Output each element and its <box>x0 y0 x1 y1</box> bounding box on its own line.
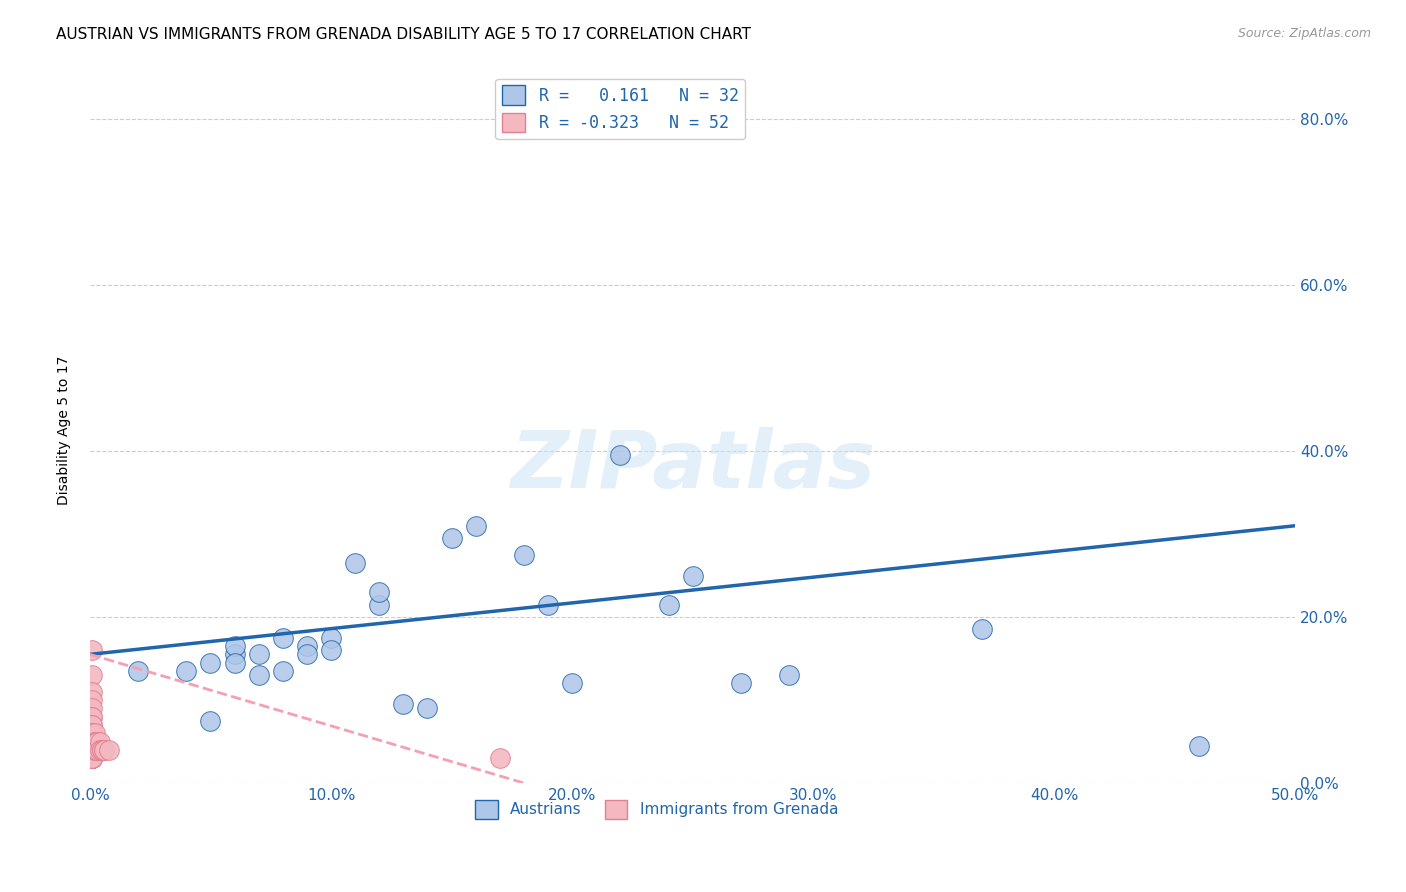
Point <box>82 751 104 765</box>
Point <box>247 668 270 682</box>
Point <box>200 714 222 728</box>
Point <box>82 743 104 757</box>
Point <box>82 751 104 765</box>
Point <box>83 726 105 740</box>
Point <box>82 751 104 765</box>
Point <box>1188 739 1211 753</box>
Point <box>778 668 800 682</box>
Point <box>82 718 104 732</box>
Point <box>82 693 104 707</box>
Point <box>82 743 104 757</box>
Point <box>247 648 270 662</box>
Point <box>440 531 463 545</box>
Point <box>609 448 631 462</box>
Point <box>82 751 104 765</box>
Point <box>224 648 246 662</box>
Point <box>93 743 115 757</box>
Point <box>271 631 294 645</box>
Point <box>224 656 246 670</box>
Point <box>82 743 104 757</box>
Point <box>319 643 342 657</box>
Point <box>82 743 104 757</box>
Point <box>82 734 104 748</box>
Point <box>82 734 104 748</box>
Point <box>537 598 560 612</box>
Point <box>271 664 294 678</box>
Point <box>91 743 114 757</box>
Point <box>200 656 222 670</box>
Point <box>82 734 104 748</box>
Point <box>488 751 510 765</box>
Point <box>224 639 246 653</box>
Point <box>82 709 104 723</box>
Point <box>82 734 104 748</box>
Point <box>658 598 681 612</box>
Point <box>82 718 104 732</box>
Point <box>82 726 104 740</box>
Point <box>368 585 391 599</box>
Point <box>513 548 536 562</box>
Point <box>319 631 342 645</box>
Point <box>176 664 198 678</box>
Text: ZIPatlas: ZIPatlas <box>510 426 875 505</box>
Point <box>82 743 104 757</box>
Point <box>561 676 583 690</box>
Point <box>416 701 439 715</box>
Point <box>127 664 149 678</box>
Point <box>82 684 104 698</box>
Point <box>91 743 114 757</box>
Point <box>295 639 318 653</box>
Point <box>82 726 104 740</box>
Point <box>368 598 391 612</box>
Point <box>83 743 105 757</box>
Point <box>93 743 115 757</box>
Point <box>82 643 104 657</box>
Point <box>82 751 104 765</box>
Point <box>82 751 104 765</box>
Point <box>82 751 104 765</box>
Y-axis label: Disability Age 5 to 17: Disability Age 5 to 17 <box>58 356 72 505</box>
Text: AUSTRIAN VS IMMIGRANTS FROM GRENADA DISABILITY AGE 5 TO 17 CORRELATION CHART: AUSTRIAN VS IMMIGRANTS FROM GRENADA DISA… <box>56 27 751 42</box>
Text: Source: ZipAtlas.com: Source: ZipAtlas.com <box>1237 27 1371 40</box>
Point <box>86 734 108 748</box>
Point <box>83 734 105 748</box>
Point <box>970 623 993 637</box>
Point <box>82 743 104 757</box>
Point <box>86 734 108 748</box>
Point <box>82 726 104 740</box>
Point <box>98 743 121 757</box>
Legend: Austrians, Immigrants from Grenada: Austrians, Immigrants from Grenada <box>468 794 844 825</box>
Point <box>83 743 105 757</box>
Point <box>730 676 752 690</box>
Point <box>82 701 104 715</box>
Point <box>82 751 104 765</box>
Point <box>86 743 108 757</box>
Point <box>82 709 104 723</box>
Point <box>82 751 104 765</box>
Point <box>82 668 104 682</box>
Point <box>82 734 104 748</box>
Point <box>682 568 704 582</box>
Point <box>464 518 486 533</box>
Point <box>89 743 111 757</box>
Point <box>82 743 104 757</box>
Point <box>392 697 415 711</box>
Point <box>83 743 105 757</box>
Point <box>344 556 367 570</box>
Point <box>82 726 104 740</box>
Point <box>82 743 104 757</box>
Point <box>83 734 105 748</box>
Point <box>89 734 111 748</box>
Point <box>295 648 318 662</box>
